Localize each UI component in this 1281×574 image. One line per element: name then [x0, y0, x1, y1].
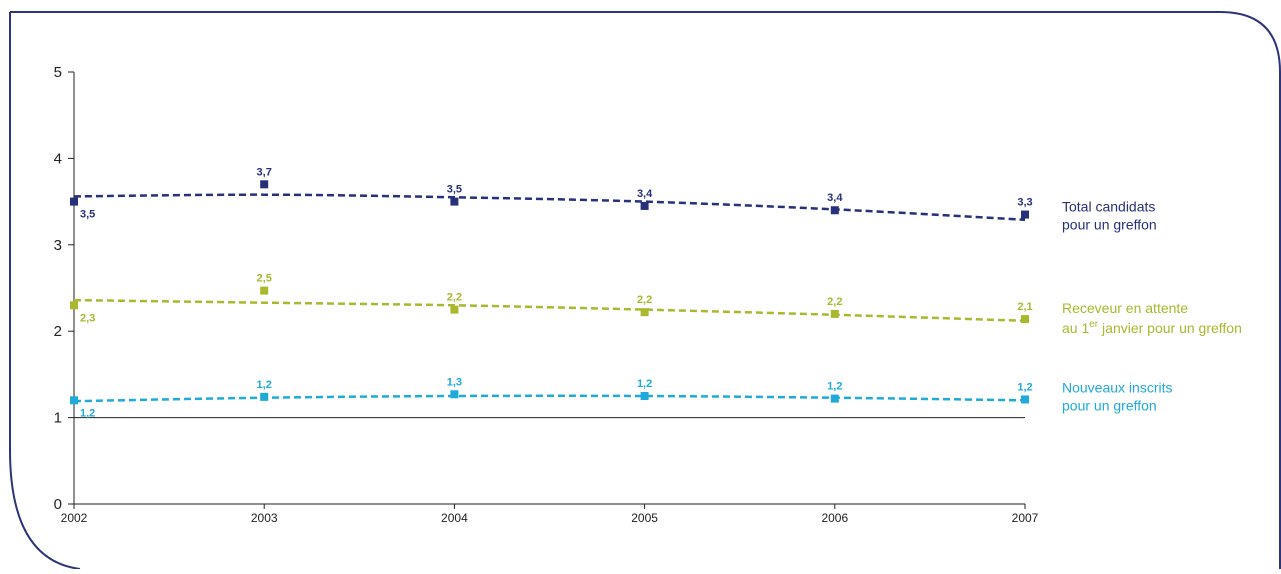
y-tick-label: 4 [54, 150, 62, 167]
x-tick-label: 2005 [631, 511, 658, 525]
x-tick-label: 2006 [821, 511, 848, 525]
data-label: 1,2 [257, 379, 272, 391]
data-label: 2,3 [80, 312, 95, 324]
data-label: 3,5 [80, 209, 95, 221]
legend-label-2: Receveur en attente au 1er janvier pour u… [1062, 300, 1242, 336]
data-point-marker [260, 180, 269, 189]
data-label: 3,5 [447, 184, 462, 196]
data-point-marker [640, 201, 649, 210]
legend-label-1: Total candidats pour un greffon [1062, 199, 1157, 233]
axes: 0 1 2 3 4 5 2002 2003 2004 2005 2006 2007 [54, 64, 1039, 525]
data-label: 2,5 [257, 273, 272, 285]
trend-line [73, 298, 1026, 323]
data-point-marker [450, 305, 459, 314]
data-point-marker [70, 301, 78, 310]
trend-line [73, 394, 1026, 403]
x-tick-label: 2003 [251, 511, 278, 525]
y-tick-label: 3 [54, 237, 62, 254]
data-point-marker [640, 392, 649, 400]
data-label: 1,3 [447, 376, 462, 388]
data-point-marker [450, 390, 459, 399]
data-point-marker [640, 308, 649, 317]
data-point-marker [830, 394, 839, 403]
x-tick-label: 2004 [441, 511, 468, 525]
series-3: 1,2 1,2 1,3 1,2 1,2 1,2 [70, 376, 1033, 419]
data-point-marker [260, 392, 269, 401]
data-label: 1,2 [1017, 381, 1032, 393]
frame-border [9, 11, 1281, 570]
data-point-marker [1021, 210, 1029, 219]
data-label: 2,1 [1017, 301, 1032, 313]
data-label: 3,4 [827, 192, 843, 204]
series-group: 3,53,73,5 3,4 3,4 3,32,32,52,2 2,2 2,2 2,11,21… [70, 166, 1033, 419]
x-tick-label: 2002 [61, 511, 88, 525]
data-point-marker [830, 309, 839, 318]
data-label: 1,2 [827, 381, 842, 393]
data-point-marker [70, 396, 78, 405]
data-label: 1,2 [80, 407, 95, 419]
data-label: 3,4 [637, 188, 653, 200]
x-tick-label: 2007 [1012, 511, 1039, 525]
y-tick-label: 1 [54, 410, 62, 427]
data-point-marker [1021, 315, 1029, 324]
series-2: 2,3 2,5 2,2 2,2 2,2 2,1 [70, 273, 1033, 324]
data-label: 3,3 [1017, 197, 1032, 209]
data-label: 3,7 [257, 166, 272, 178]
data-point-marker [260, 286, 269, 295]
data-point-marker [450, 197, 459, 206]
y-tick-label: 5 [54, 64, 62, 81]
legend-label-3: Nouveaux inscrits pour un greffon [1062, 379, 1173, 413]
legend: Total candidats pour un greffon Receveur e… [1062, 199, 1242, 414]
data-point-marker [830, 206, 839, 215]
data-label: 1,2 [637, 378, 652, 390]
data-label: 2,2 [447, 292, 462, 304]
y-tick-label: 0 [54, 496, 62, 513]
series-1: 3,5 3,7 3,5 3,4 3,4 3,3 [70, 166, 1033, 221]
trend-line [73, 193, 1026, 221]
data-label: 2,2 [827, 296, 842, 308]
data-point-marker [1021, 395, 1029, 404]
y-tick-label: 2 [54, 323, 62, 340]
data-label: 2,2 [637, 294, 652, 306]
data-point-marker [70, 197, 78, 206]
